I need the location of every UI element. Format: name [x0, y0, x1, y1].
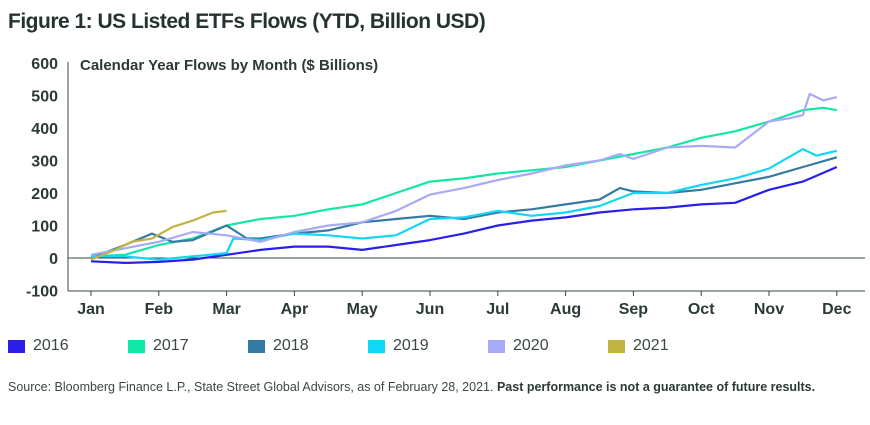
y-tick-label: 0	[49, 251, 58, 268]
x-tick-label: Mar	[212, 301, 240, 318]
legend-swatch	[248, 339, 265, 353]
source-note: Source: Bloomberg Finance L.P., State St…	[8, 378, 858, 397]
y-tick-label: -100	[26, 284, 58, 301]
legend-item-2018: 2018	[248, 337, 368, 355]
figure-title: Figure 1: US Listed ETFs Flows (YTD, Bil…	[8, 10, 486, 33]
x-tick-label: Nov	[754, 301, 784, 318]
legend-label: 2019	[393, 337, 429, 354]
legend-swatch	[488, 339, 505, 353]
x-tick-label: Sep	[619, 301, 649, 318]
legend-swatch	[128, 339, 145, 353]
legend-swatch	[8, 339, 25, 353]
y-tick-label: 200	[31, 186, 58, 203]
x-tick-label: Jan	[77, 301, 105, 318]
x-tick-label: Dec	[822, 301, 851, 318]
series-line-2016	[90, 165, 838, 264]
x-tick-label: Aug	[550, 301, 581, 318]
legend-label: 2016	[33, 337, 69, 354]
disclaimer-text: Past performance is not a guarantee of f…	[496, 380, 816, 394]
y-tick-label: 500	[31, 89, 58, 106]
y-tick-label: 600	[31, 56, 58, 73]
series-line-2018	[90, 156, 838, 260]
legend-label: 2020	[513, 337, 549, 354]
source-text: Source: Bloomberg Finance L.P., State St…	[8, 380, 494, 394]
x-tick-label: Oct	[688, 301, 715, 318]
x-tick-label: Apr	[281, 301, 309, 318]
legend-label: 2021	[633, 337, 669, 354]
x-tick-label: Feb	[145, 301, 174, 318]
legend: 2016 2017 2018 2019 2020 2021	[8, 337, 728, 355]
series-line-2021	[90, 209, 227, 261]
chart-subtitle: Calendar Year Flows by Month ($ Billions…	[80, 57, 378, 74]
legend-item-2016: 2016	[8, 337, 128, 355]
legend-item-2017: 2017	[128, 337, 248, 355]
series-line-2019	[91, 148, 838, 261]
legend-item-2020: 2020	[488, 337, 608, 355]
x-tick-label: May	[347, 301, 378, 318]
legend-label: 2018	[273, 337, 309, 354]
x-tick-label: Jul	[486, 301, 509, 318]
legend-label: 2017	[153, 337, 189, 354]
legend-item-2021: 2021	[608, 337, 728, 355]
y-tick-label: 400	[31, 121, 58, 138]
y-tick-label: 100	[31, 219, 58, 236]
legend-swatch	[368, 339, 385, 353]
y-tick-label: 300	[31, 154, 58, 171]
legend-swatch	[608, 339, 625, 353]
x-tick-label: Jun	[416, 301, 444, 318]
legend-item-2019: 2019	[368, 337, 488, 355]
series-line-2020	[90, 92, 838, 256]
line-chart: 600 500 400 300 200 100 0 -100 Jan Feb Mar Apr May Ju…	[26, 56, 865, 318]
